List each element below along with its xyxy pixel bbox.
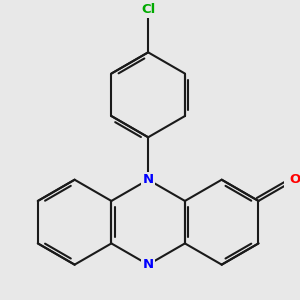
Text: O: O — [290, 173, 300, 186]
Text: N: N — [142, 258, 154, 271]
Text: N: N — [142, 173, 154, 186]
Text: Cl: Cl — [141, 3, 155, 16]
